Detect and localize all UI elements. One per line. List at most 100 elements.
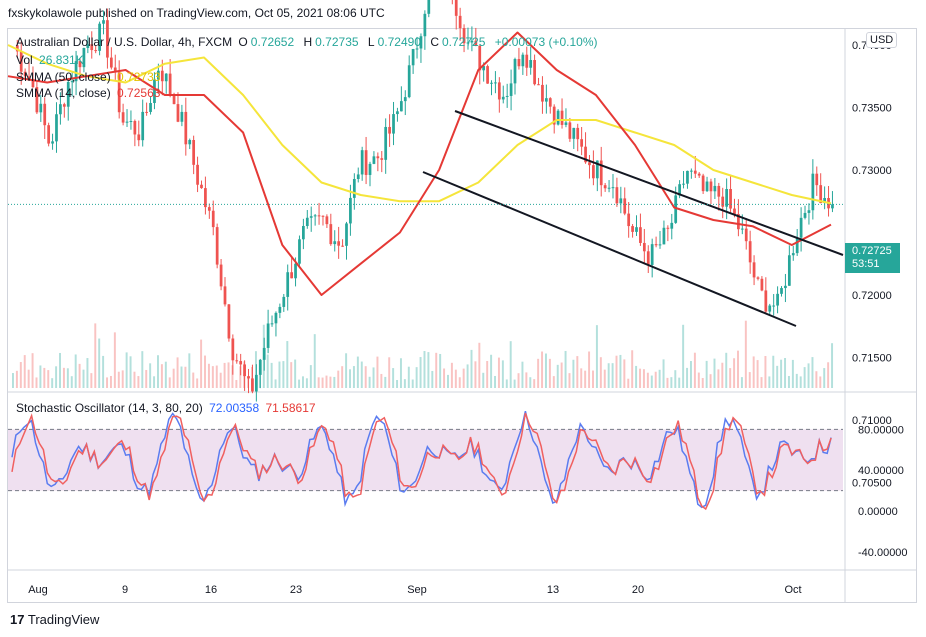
candle-body	[768, 305, 772, 312]
volume-bar	[364, 366, 367, 388]
candle-body	[505, 95, 509, 97]
volume-bar	[431, 370, 434, 388]
volume-bar	[427, 352, 430, 388]
candle-body	[372, 156, 376, 164]
volume-bar	[141, 351, 144, 388]
volume-bar	[631, 350, 634, 388]
candle-body	[670, 222, 674, 229]
candle-body	[78, 61, 82, 68]
candle-body	[364, 150, 368, 175]
sma50-line	[7, 44, 832, 205]
volume-bar	[505, 379, 508, 388]
volume-bar	[607, 363, 610, 388]
volume-bar	[470, 349, 473, 388]
currency-button[interactable]: USD	[866, 32, 898, 48]
candle-body	[529, 60, 533, 68]
candle-body	[572, 127, 576, 139]
volume-bar	[666, 377, 669, 388]
volume-bar	[19, 362, 22, 388]
candle-body	[482, 66, 486, 71]
candle-body	[717, 185, 721, 197]
candle-body	[184, 111, 188, 145]
candle-body	[23, 71, 27, 77]
channel-upper-trendline	[454, 110, 844, 256]
volume-bar	[62, 367, 65, 388]
volume-bar	[86, 358, 89, 388]
candle-body	[62, 104, 66, 107]
volume-bar	[274, 379, 277, 388]
volume-bar	[627, 378, 630, 388]
candle-body	[188, 139, 192, 145]
candle-body	[627, 213, 631, 227]
candle-body	[407, 65, 411, 98]
tradingview-logo[interactable]: 17 TradingView	[10, 612, 99, 627]
candle-body	[678, 184, 681, 196]
candle-body	[90, 44, 94, 51]
candle-body	[642, 242, 646, 252]
volume-bar	[415, 367, 418, 388]
volume-bar	[207, 363, 210, 388]
candle-body	[59, 104, 62, 115]
candle-body	[160, 70, 164, 82]
volume-bar	[529, 377, 532, 388]
volume-bar	[756, 360, 759, 388]
volume-bar	[486, 360, 489, 388]
volume-bar	[200, 339, 203, 388]
volume-bar	[180, 366, 183, 388]
volume-bar	[556, 364, 559, 388]
candle-body	[74, 61, 78, 82]
volume-label: Vol	[16, 53, 33, 67]
volume-bar	[552, 376, 555, 388]
volume-bar	[592, 370, 594, 388]
candle-body	[302, 225, 305, 240]
candle-body	[82, 48, 86, 68]
candle-body	[235, 360, 239, 362]
candle-body	[345, 223, 348, 246]
price-tick-label: 0.73000	[852, 165, 892, 177]
stoch-k-value: 72.00358	[209, 401, 260, 415]
candle-body	[341, 245, 344, 247]
volume-bar	[740, 377, 743, 388]
volume-bar	[294, 359, 297, 388]
candle-body	[43, 103, 47, 126]
candle-body	[176, 104, 180, 122]
last-price: 0.72725	[852, 245, 892, 257]
volume-bar	[662, 359, 665, 388]
volume-bar	[329, 376, 332, 388]
volume-bar	[102, 355, 105, 388]
candle-body	[325, 216, 329, 225]
volume-bar	[721, 362, 724, 388]
candle-body	[411, 48, 415, 66]
volume-bar	[697, 372, 700, 388]
candle-body	[654, 244, 658, 246]
publisher-line: fxskykolawole published on TradingView.c…	[8, 6, 385, 20]
chart-frame	[7, 28, 917, 603]
volume-bar	[317, 377, 320, 388]
volume-bar	[639, 368, 642, 388]
candle-body	[733, 208, 736, 214]
candle-body	[619, 198, 623, 204]
volume-bar	[611, 363, 614, 388]
time-tick-label: 23	[290, 584, 302, 596]
volume-bar	[403, 379, 406, 388]
candle-body	[560, 110, 564, 125]
symbol-title: Australian Dollar / U.S. Dollar, 4h, FXC…	[16, 35, 233, 49]
volume-bar	[615, 355, 618, 388]
volume-bar	[368, 376, 371, 388]
candle-body	[603, 185, 607, 189]
candle-body	[693, 170, 697, 174]
candle-body	[98, 23, 101, 51]
volume-bar	[705, 360, 708, 388]
candle-body	[823, 198, 826, 204]
candle-body	[697, 173, 701, 176]
sma14-legend: SMMA (14, close) 0.72563	[16, 86, 163, 100]
volume-bar	[298, 379, 301, 388]
volume-bar	[129, 356, 132, 388]
sma50-legend: SMMA (50, close) 0.72733	[16, 70, 163, 84]
candle-body	[219, 264, 223, 287]
candle-body	[121, 112, 125, 123]
stoch-tick-label: -40.00000	[858, 547, 908, 559]
candle-body	[525, 54, 529, 68]
candle-body	[388, 126, 391, 134]
